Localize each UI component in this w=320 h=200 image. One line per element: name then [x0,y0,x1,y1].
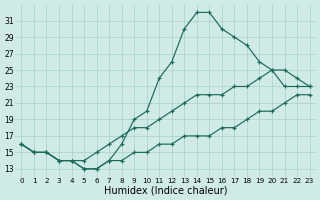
X-axis label: Humidex (Indice chaleur): Humidex (Indice chaleur) [104,186,227,196]
